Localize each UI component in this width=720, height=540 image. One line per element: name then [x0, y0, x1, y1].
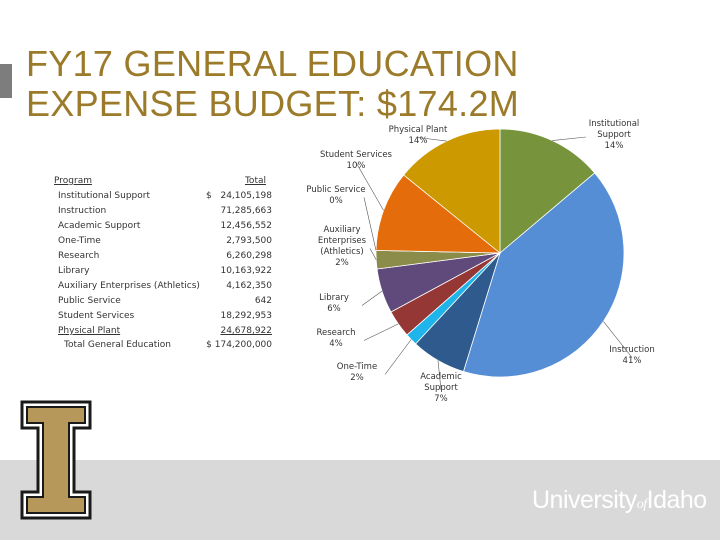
- table-total-row: Total General Education $ 174,200,000: [54, 340, 304, 352]
- pie-label: Library 6%: [319, 293, 349, 314]
- row-program: Physical Plant: [58, 326, 121, 336]
- table-row: Library 10,163,922: [54, 266, 304, 278]
- pie-label: Public Service 0%: [306, 185, 365, 206]
- pie-slice-instruction: [462, 172, 625, 378]
- pie-leader-line: [361, 290, 383, 306]
- row-total: 4,162,350: [226, 281, 272, 291]
- row-currency: $: [206, 191, 212, 201]
- pie-label: Instruction 41%: [609, 345, 655, 366]
- pie-label: Auxiliary Enterprises (Athletics) 2%: [318, 225, 367, 268]
- row-total: 642: [254, 296, 272, 306]
- row-total: 10,163,922: [220, 266, 272, 276]
- row-total: 24,105,198: [220, 191, 272, 201]
- brand-idaho: Idaho: [646, 486, 708, 514]
- row-program: Instruction: [58, 206, 107, 216]
- university-i-logo: [20, 400, 92, 520]
- table-row: Physical Plant 24,678,922: [54, 326, 304, 338]
- total-value: $ 174,200,000: [206, 340, 272, 350]
- table-header-row: Program Total: [54, 176, 304, 188]
- footer-bar: [0, 460, 720, 540]
- row-program: Institutional Support: [58, 191, 151, 201]
- pie-label: Student Services 10%: [320, 150, 393, 171]
- table-row: Institutional Support $24,105,198: [54, 191, 304, 203]
- title-line-2: EXPENSE BUDGET: $174.2M: [26, 83, 520, 124]
- table-row: One-Time 2,793,500: [54, 236, 304, 248]
- row-program: One-Time: [58, 236, 101, 246]
- pie-slices: [375, 128, 625, 378]
- pie-leader-line: [369, 248, 377, 260]
- brand-of: of: [636, 497, 647, 512]
- row-total: 71,285,663: [220, 206, 272, 216]
- pie-labels: Institutional Support 14% Instruction 41% Aca…: [306, 119, 654, 404]
- university-of-idaho-wordmark: UniversityofIdaho: [532, 486, 707, 515]
- pie-label: Research 4%: [317, 328, 356, 349]
- pie-leader-line: [417, 137, 447, 142]
- table-row: Student Services 18,292,953: [54, 311, 304, 323]
- row-program: Auxiliary Enterprises (Athletics): [58, 281, 200, 291]
- row-program: Library: [58, 266, 90, 276]
- pie-leader-line: [355, 162, 384, 211]
- pie-label: One-Time 2%: [337, 362, 377, 383]
- pie-label: Institutional Support 14%: [589, 119, 640, 151]
- pie-slice-institutional-support: [499, 128, 596, 254]
- pie-leader-line: [363, 323, 399, 341]
- table-row: Academic Support 12,456,552: [54, 221, 304, 233]
- pie-leader-line: [603, 321, 633, 358]
- table-row: Instruction 71,285,663: [54, 206, 304, 218]
- pie-leader-line: [384, 339, 412, 375]
- table-row: Research 6,260,298: [54, 251, 304, 263]
- title-line-1: FY17 GENERAL EDUCATION: [26, 43, 519, 84]
- pie-chart: Institutional Support 14% Instruction 41% Aca…: [306, 119, 654, 404]
- pie-slice-student-services: [375, 174, 502, 254]
- pie-leader-line: [437, 360, 442, 391]
- table-row: Auxiliary Enterprises (Athletics) 4,162,3…: [54, 281, 304, 293]
- pie-label: Academic Support 7%: [420, 372, 462, 404]
- row-total: 12,456,552: [220, 221, 272, 231]
- total-label: Total General Education: [64, 340, 172, 350]
- pie-label: Physical Plant 14%: [389, 125, 448, 146]
- table-row: Public Service 642: [54, 296, 304, 308]
- row-program: Student Services: [58, 311, 135, 321]
- row-total: 18,292,953: [220, 311, 272, 321]
- header-program: Program: [54, 176, 92, 186]
- pie-leader-line: [363, 197, 377, 251]
- pie-leader-line: [552, 136, 587, 141]
- row-program: Academic Support: [58, 221, 141, 231]
- header-total: Total: [244, 176, 266, 186]
- row-total: 6,260,298: [226, 251, 272, 261]
- pie-leader-lines: [355, 136, 633, 391]
- brand-university: University: [532, 486, 637, 514]
- row-program: Research: [58, 251, 100, 261]
- row-program: Public Service: [58, 296, 121, 306]
- row-total: 24,678,922: [220, 326, 272, 336]
- row-total: 2,793,500: [226, 236, 272, 246]
- accent-bar: [0, 64, 12, 98]
- page-title: FY17 GENERAL EDUCATION EXPENSE BUDGET: $…: [26, 44, 546, 124]
